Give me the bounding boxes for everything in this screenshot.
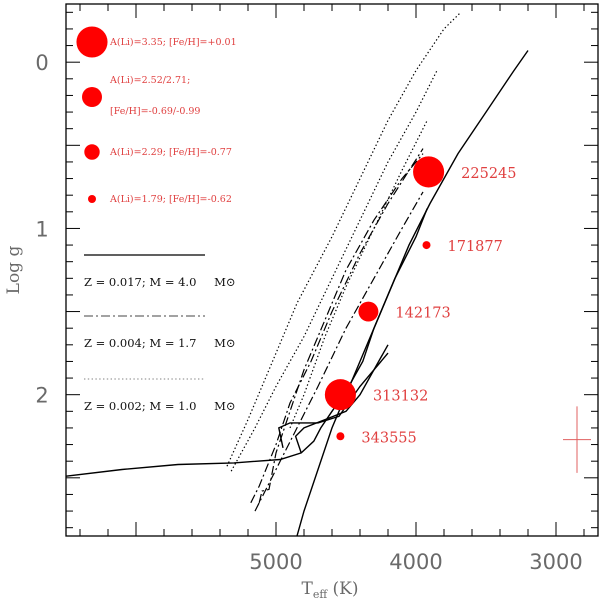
chart-legend: A(Li)=3.35; [Fe/H]=+0.01 A(Li)=2.52/2.71;… [76, 26, 237, 413]
star-label-171877: 171877 [448, 239, 503, 255]
track-dashdot-4 [258, 153, 424, 503]
track-legend-text-solid: Z = 0.017; M = 4.0 M⊙ [84, 275, 235, 289]
track-dotted-8 [230, 70, 438, 472]
size-legend-text-1-0: A(Li)=2.52/2.71; [109, 75, 190, 86]
track-legend-text-dotted: Z = 0.002; M = 1.0 M⊙ [84, 399, 235, 413]
star-label-142173: 142173 [395, 306, 450, 322]
size-legend-marker-2 [84, 144, 100, 160]
size-legend-text-3-0: A(Li)=1.79; [Fe/H]=-0.62 [109, 194, 232, 205]
x-tick-label-3000: 3000 [529, 550, 582, 574]
x-axis-title-unit: (K) [327, 579, 358, 599]
data-points: 225245 171877 142173 313132 343555 [324, 156, 591, 473]
size-legend-marker-1 [82, 87, 102, 107]
evolutionary-tracks [66, 11, 529, 536]
star-marker-171877 [422, 241, 431, 250]
star-marker-343555 [336, 432, 345, 441]
track-solid-1 [294, 344, 389, 454]
star-marker-313132 [324, 379, 356, 411]
track-solid-3 [296, 208, 428, 536]
size-legend-text-1-1: [Fe/H]=-0.69/-0.99 [110, 106, 200, 117]
track-dashdot-6 [254, 191, 424, 512]
y-tick-label-1: 1 [35, 217, 48, 241]
y-axis-title: Log g [4, 246, 24, 295]
star-label-313132: 313132 [373, 389, 428, 405]
track-dotted-7 [226, 11, 462, 467]
x-axis-title-sub: eff [313, 588, 329, 601]
star-label-225245: 225245 [461, 166, 516, 182]
y-tick-label-0: 0 [35, 51, 48, 75]
size-legend-marker-0 [76, 26, 108, 58]
track-legend-label: Z = 0.017; M = 4.0 [84, 275, 200, 289]
track-legend-symbol: M⊙ [214, 336, 235, 350]
track-legend-symbol: M⊙ [214, 275, 235, 289]
plot-axes [65, 3, 599, 537]
y-tick-label-2: 2 [35, 384, 48, 408]
x-tick-label-5000: 5000 [249, 550, 302, 574]
track-legend-symbol: M⊙ [214, 399, 235, 413]
track-legend-label: Z = 0.002; M = 1.0 [84, 399, 200, 413]
x-tick-label-4000: 4000 [389, 550, 442, 574]
size-legend-text-2-0: A(Li)=2.29; [Fe/H]=-0.77 [109, 147, 232, 158]
track-dashdot-5 [250, 148, 424, 504]
x-axis-title: Teff (K) [301, 579, 358, 601]
size-legend-text-0-0: A(Li)=3.35; [Fe/H]=+0.01 [109, 37, 237, 48]
size-legend-marker-3 [88, 195, 96, 203]
star-marker-225245 [413, 156, 445, 188]
axis-labels: 5000 4000 3000 0 1 2 Teff (K) Log g [4, 51, 583, 601]
x-axis-title-main: T [301, 579, 313, 599]
track-dotted-9 [289, 120, 428, 429]
star-marker-142173 [358, 301, 379, 322]
track-legend-text-dashdot: Z = 0.004; M = 1.7 M⊙ [84, 336, 235, 350]
track-legend-label: Z = 0.004; M = 1.7 [84, 336, 200, 350]
star-label-343555: 343555 [361, 430, 416, 446]
track-solid-2 [277, 352, 389, 449]
